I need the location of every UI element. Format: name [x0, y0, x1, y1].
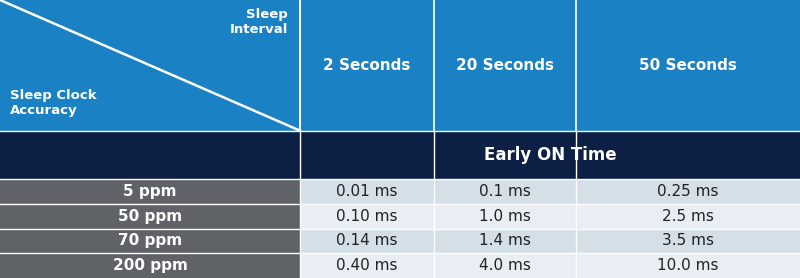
Text: 10.0 ms: 10.0 ms	[658, 258, 718, 273]
Bar	[576, 204, 800, 229]
Bar	[300, 253, 434, 278]
Bar	[0, 229, 300, 253]
Bar	[0, 204, 300, 229]
Text: 50 Seconds: 50 Seconds	[639, 58, 737, 73]
Bar	[576, 253, 800, 278]
Text: 0.40 ms: 0.40 ms	[336, 258, 398, 273]
Bar	[434, 204, 576, 229]
Text: 0.25 ms: 0.25 ms	[658, 184, 718, 199]
Text: 20 Seconds: 20 Seconds	[456, 58, 554, 73]
Text: 70 ppm: 70 ppm	[118, 234, 182, 249]
Text: 3.5 ms: 3.5 ms	[662, 234, 714, 249]
Text: 0.1 ms: 0.1 ms	[479, 184, 530, 199]
Text: 1.0 ms: 1.0 ms	[479, 209, 530, 224]
Text: Sleep
Interval: Sleep Interval	[230, 8, 288, 36]
Bar	[0, 179, 300, 204]
Bar	[0, 0, 800, 131]
Text: 1.4 ms: 1.4 ms	[479, 234, 530, 249]
Text: 2 Seconds: 2 Seconds	[323, 58, 410, 73]
Text: 200 ppm: 200 ppm	[113, 258, 187, 273]
Bar	[434, 253, 576, 278]
Text: 2.5 ms: 2.5 ms	[662, 209, 714, 224]
Bar	[300, 204, 434, 229]
Text: 4.0 ms: 4.0 ms	[479, 258, 530, 273]
Bar	[434, 179, 576, 204]
Bar	[434, 229, 576, 253]
Bar	[300, 229, 434, 253]
Text: Sleep Clock
Accuracy: Sleep Clock Accuracy	[10, 89, 96, 117]
Bar	[576, 229, 800, 253]
Bar	[300, 131, 800, 179]
Text: 0.14 ms: 0.14 ms	[336, 234, 398, 249]
Text: Early ON Time: Early ON Time	[484, 146, 616, 164]
Text: 5 ppm: 5 ppm	[123, 184, 177, 199]
Text: 50 ppm: 50 ppm	[118, 209, 182, 224]
Bar	[576, 179, 800, 204]
Bar	[0, 131, 300, 179]
Text: 0.01 ms: 0.01 ms	[336, 184, 398, 199]
Bar	[300, 179, 434, 204]
Bar	[0, 253, 300, 278]
Text: 0.10 ms: 0.10 ms	[336, 209, 398, 224]
